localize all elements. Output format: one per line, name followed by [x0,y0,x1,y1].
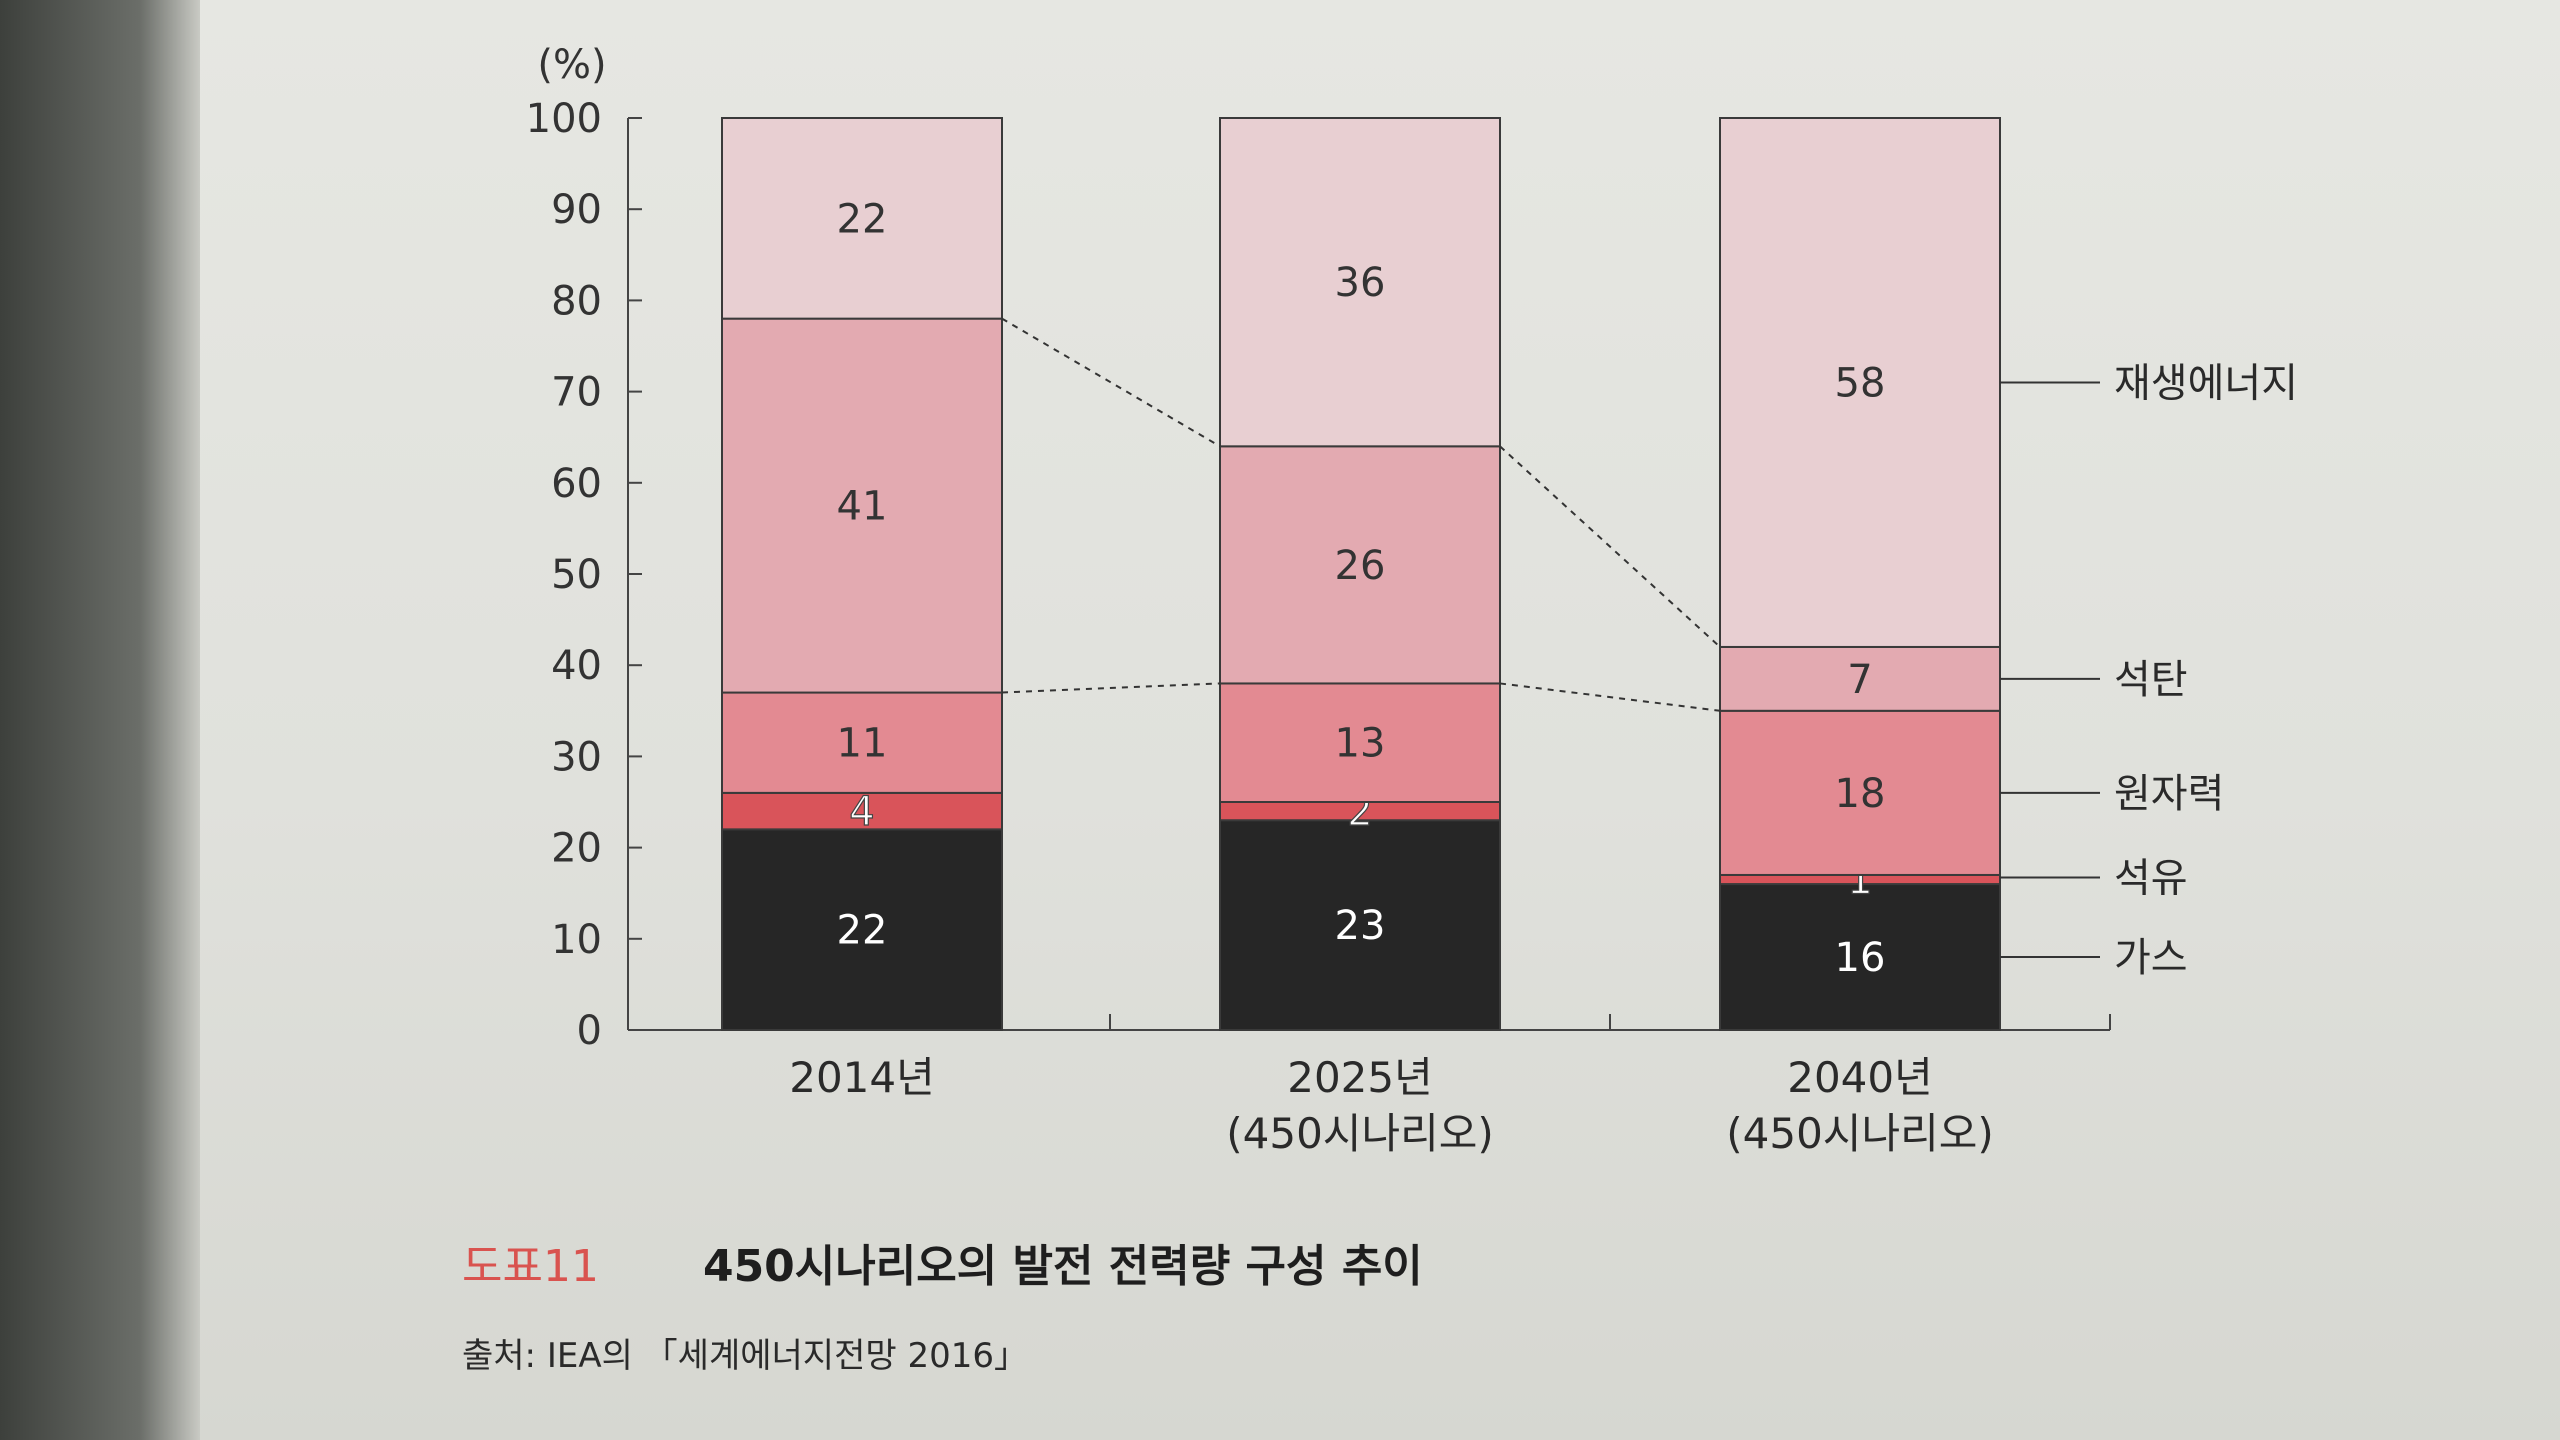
category-label-2: 2025년 [1287,1053,1433,1102]
legend-label-재생에너지: 재생에너지 [2114,360,2298,406]
y-tick-label-10: 10 [551,917,602,963]
y-tick-label-20: 20 [551,826,602,872]
legend-label-원자력: 원자력 [2114,771,2224,817]
y-tick-label-80: 80 [551,278,602,324]
y-tick-label-100: 100 [526,96,602,142]
figure-source: 출처: IEA의 「세계에너지전망 2016」 [462,1336,1028,1376]
category-sublabel-2: (450시나리오) [1226,1109,1494,1158]
data-label-1-재생에너지: 22 [837,196,888,242]
connector-원자력-1 [1001,682,1221,694]
data-label-1-원자력: 11 [837,721,888,767]
data-label-2-석탄: 26 [1335,543,1386,589]
legend-label-석유: 석유 [2114,856,2188,902]
y-tick-label-0: 0 [577,1008,602,1054]
figure-number: 도표11 [462,1241,599,1292]
category-label-3: 2040년 [1787,1053,1933,1102]
bar-segment-3-원자력 [1719,709,2001,876]
data-label-1-가스: 22 [837,908,888,954]
y-tick-label-60: 60 [551,461,602,507]
data-label-3-가스: 16 [1835,935,1886,981]
y-axis-unit: (%) [537,42,606,88]
data-label-3-석탄: 7 [1847,657,1872,703]
y-tick-label-70: 70 [551,370,602,416]
figure-caption: 도표11 450시나리오의 발전 전력량 구성 추이 [462,1230,1423,1294]
bar-segment-1-원자력 [721,691,1003,794]
data-label-2-가스: 23 [1335,903,1386,949]
connector-석탄-2 [1499,445,1721,648]
bar-segment-1-가스 [721,828,1003,1031]
data-label-1-석탄: 41 [837,484,888,530]
bar-segment-3-재생에너지 [1719,117,2001,648]
data-label-3-원자력: 18 [1835,771,1886,817]
legend-label-가스: 가스 [2114,935,2188,981]
category-sublabel-3: (450시나리오) [1726,1109,1994,1158]
data-label-2-재생에너지: 36 [1335,260,1386,306]
book-gutter [0,0,200,1440]
data-label-1-석유: 4 [849,789,874,835]
connector-석탄-1 [1001,317,1221,448]
category-label-1: 2014년 [789,1053,935,1102]
y-tick-label-90: 90 [551,187,602,233]
data-label-2-원자력: 13 [1335,721,1386,767]
bar-segment-3-석탄 [1719,645,2001,712]
bar-segment-2-재생에너지 [1219,117,1501,448]
y-tick-label-50: 50 [551,552,602,598]
figure-title: 450시나리오의 발전 전력량 구성 추이 [702,1241,1423,1292]
bar-segment-2-석탄 [1219,445,1501,685]
y-tick-label-30: 30 [551,734,602,780]
bar-segment-2-원자력 [1219,682,1501,803]
legend-label-석탄: 석탄 [2114,657,2188,703]
bar-segment-2-가스 [1219,819,1501,1031]
y-tick-label-40: 40 [551,643,602,689]
bar-segment-1-재생에너지 [721,117,1003,320]
data-label-3-재생에너지: 58 [1835,360,1886,406]
bar-segment-3-가스 [1719,883,2001,1032]
connector-원자력-2 [1499,682,1721,712]
